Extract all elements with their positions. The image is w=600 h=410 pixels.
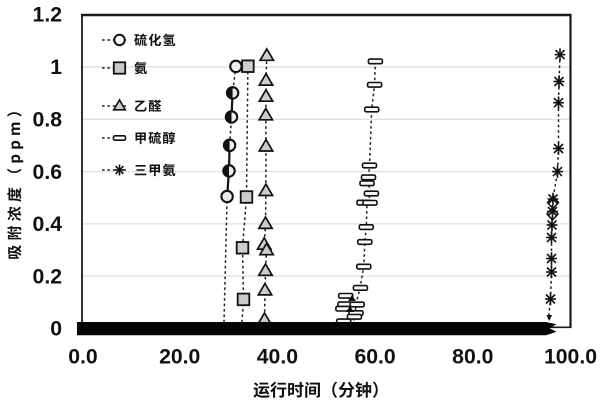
- svg-text:0.8: 0.8: [33, 109, 63, 132]
- svg-text:100.0: 100.0: [544, 346, 597, 369]
- svg-text:0.4: 0.4: [33, 213, 63, 236]
- svg-text:0.6: 0.6: [33, 161, 63, 184]
- svg-text:0.0: 0.0: [68, 346, 97, 369]
- svg-text:1.2: 1.2: [33, 4, 62, 27]
- svg-text:40.0: 40.0: [257, 346, 298, 369]
- svg-text:80.0: 80.0: [452, 346, 493, 369]
- svg-text:0: 0: [50, 318, 62, 341]
- svg-text:20.0: 20.0: [159, 346, 200, 369]
- svg-text:60.0: 60.0: [354, 346, 395, 369]
- svg-text:1: 1: [50, 56, 62, 79]
- svg-text:0.2: 0.2: [33, 265, 62, 288]
